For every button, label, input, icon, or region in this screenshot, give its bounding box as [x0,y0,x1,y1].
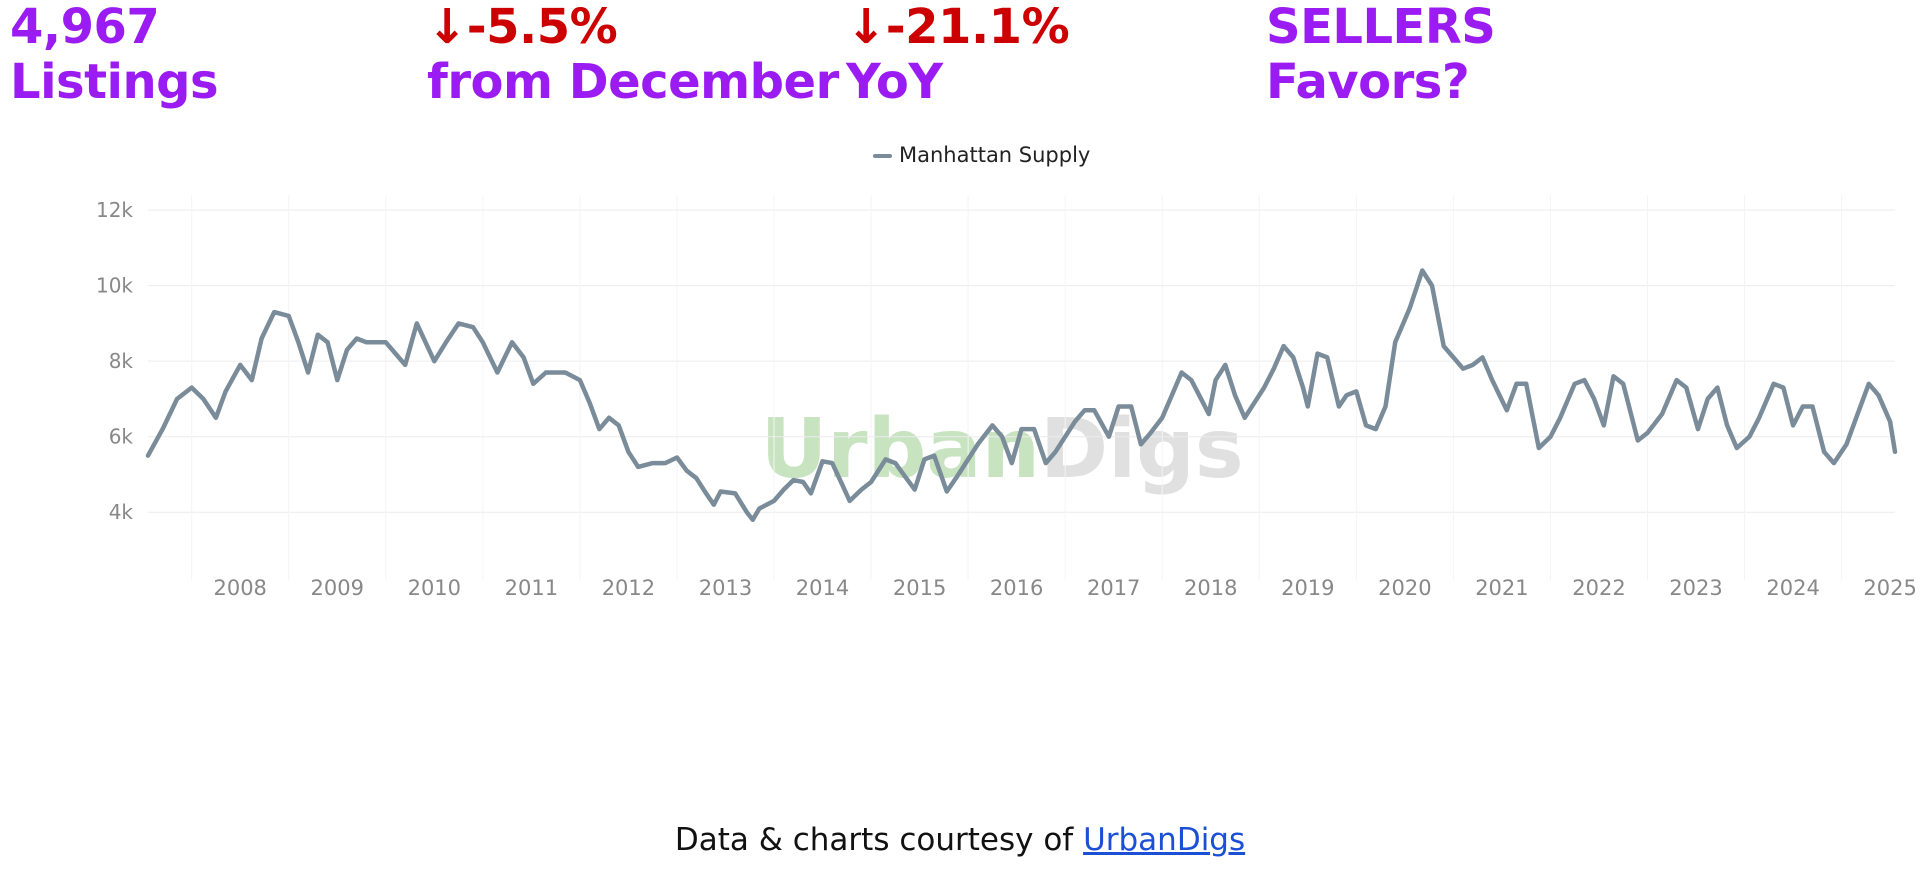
x-tick-label: 2014 [796,576,849,600]
x-tick-label: 2015 [893,576,946,600]
footer-credit: Data & charts courtesy of UrbanDigs [0,822,1920,858]
chart-watermark: Urban Digs [761,402,1244,497]
x-tick-label: 2019 [1281,576,1334,600]
urbandigs-link[interactable]: UrbanDigs [1083,822,1246,858]
y-tick-label: 10k [96,274,133,298]
x-tick-label: 2024 [1766,576,1819,600]
x-tick-label: 2021 [1475,576,1528,600]
credit-text: Data & charts courtesy of [674,822,1084,858]
y-tick-label: 12k [96,198,133,222]
listings-count: 4,967 [10,0,160,55]
stat-market-favor: SELLERS Favors? [1266,0,1496,110]
y-tick-label: 8k [109,349,134,373]
y-tick-label: 4k [109,500,134,524]
series-line-manhattan-supply [145,268,1898,523]
x-tick-label: 2009 [311,576,364,600]
yoy-change-value: ↓-21.1% [846,0,1070,55]
x-tick-label: 2008 [213,576,266,600]
x-axis: 2008 2009 2010 2011 2012 2013 2014 2015 2016 2017… [213,576,1916,600]
x-tick-label: 2010 [408,576,461,600]
x-tick-label: 2018 [1184,576,1237,600]
x-tick-label: 2012 [602,576,655,600]
legend-entry: Manhattan Supply [899,143,1090,167]
x-tick-label: 2025 [1863,576,1916,600]
stat-listings: 4,967 Listings [10,0,219,110]
mom-change-label: from December [427,54,839,110]
listings-label: Listings [10,54,219,110]
chart-gridlines [148,195,1895,580]
chart-legend: Manhattan Supply [873,143,1090,167]
stat-month-over-month: ↓-5.5% from December [427,0,839,110]
yoy-change-label: YoY [846,54,943,110]
watermark-urban: Urban [761,402,1040,497]
stat-year-over-year: ↓-21.1% YoY [846,0,1070,110]
supply-line-chart: Urban Digs Manhattan Supply 4k 6k 8k 10k 12k… [96,143,1917,600]
y-tick-label: 6k [109,425,134,449]
market-favor-label: Favors? [1266,54,1470,110]
x-tick-label: 2011 [505,576,558,600]
x-tick-label: 2017 [1087,576,1140,600]
x-tick-label: 2013 [699,576,752,600]
x-tick-label: 2022 [1572,576,1625,600]
x-tick-label: 2020 [1378,576,1431,600]
market-favor-value: SELLERS [1266,0,1496,55]
x-tick-label: 2023 [1669,576,1722,600]
y-axis: 4k 6k 8k 10k 12k [96,198,133,524]
watermark-digs: Digs [1040,402,1244,497]
mom-change-value: ↓-5.5% [427,0,618,55]
x-tick-label: 2016 [990,576,1043,600]
